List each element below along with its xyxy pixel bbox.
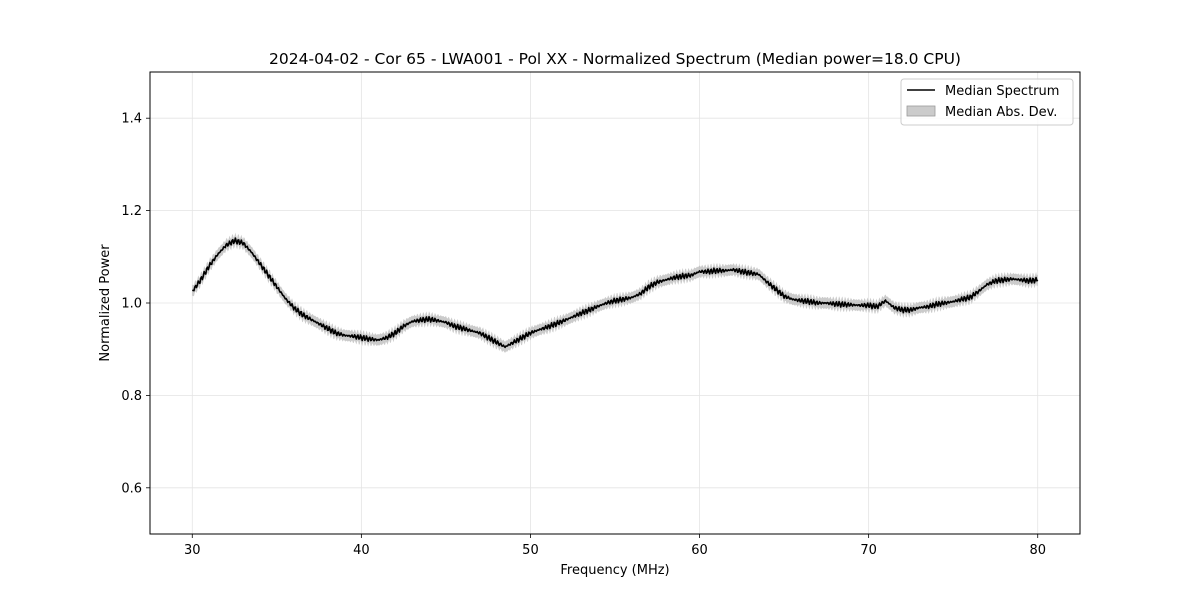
x-tick-label: 60 — [691, 543, 708, 558]
median-spectrum-line — [192, 237, 1039, 349]
median-abs-dev-band — [192, 232, 1038, 353]
y-tick-label: 1.4 — [121, 112, 142, 127]
x-tick-label: 80 — [1029, 543, 1046, 558]
x-axis: 30 40 50 60 70 80 — [184, 534, 1046, 558]
x-axis-label: Frequency (MHz) — [560, 563, 669, 578]
legend-label-median-spectrum: Median Spectrum — [945, 84, 1059, 99]
legend: Median Spectrum Median Abs. Dev. — [900, 78, 1074, 126]
x-tick-label: 30 — [184, 543, 201, 558]
y-tick-label: 1.2 — [121, 204, 142, 219]
y-tick-label: 1.0 — [121, 297, 142, 312]
y-tick-label: 0.8 — [121, 389, 142, 404]
y-axis: 0.6 0.8 1.0 1.2 1.4 — [121, 112, 150, 496]
median-abs-dev-area — [192, 232, 1038, 353]
legend-label-median-abs-dev: Median Abs. Dev. — [945, 105, 1057, 120]
x-tick-label: 40 — [353, 543, 370, 558]
median-spectrum-path — [192, 237, 1039, 349]
x-tick-label: 70 — [860, 543, 877, 558]
y-axis-label: Normalized Power — [98, 244, 113, 362]
legend-band-swatch — [906, 105, 936, 117]
x-tick-label: 50 — [522, 543, 539, 558]
legend-box — [900, 78, 1074, 126]
chart-title: 2024-04-02 - Cor 65 - LWA001 - Pol XX - … — [269, 50, 961, 68]
y-tick-label: 0.6 — [121, 481, 142, 496]
